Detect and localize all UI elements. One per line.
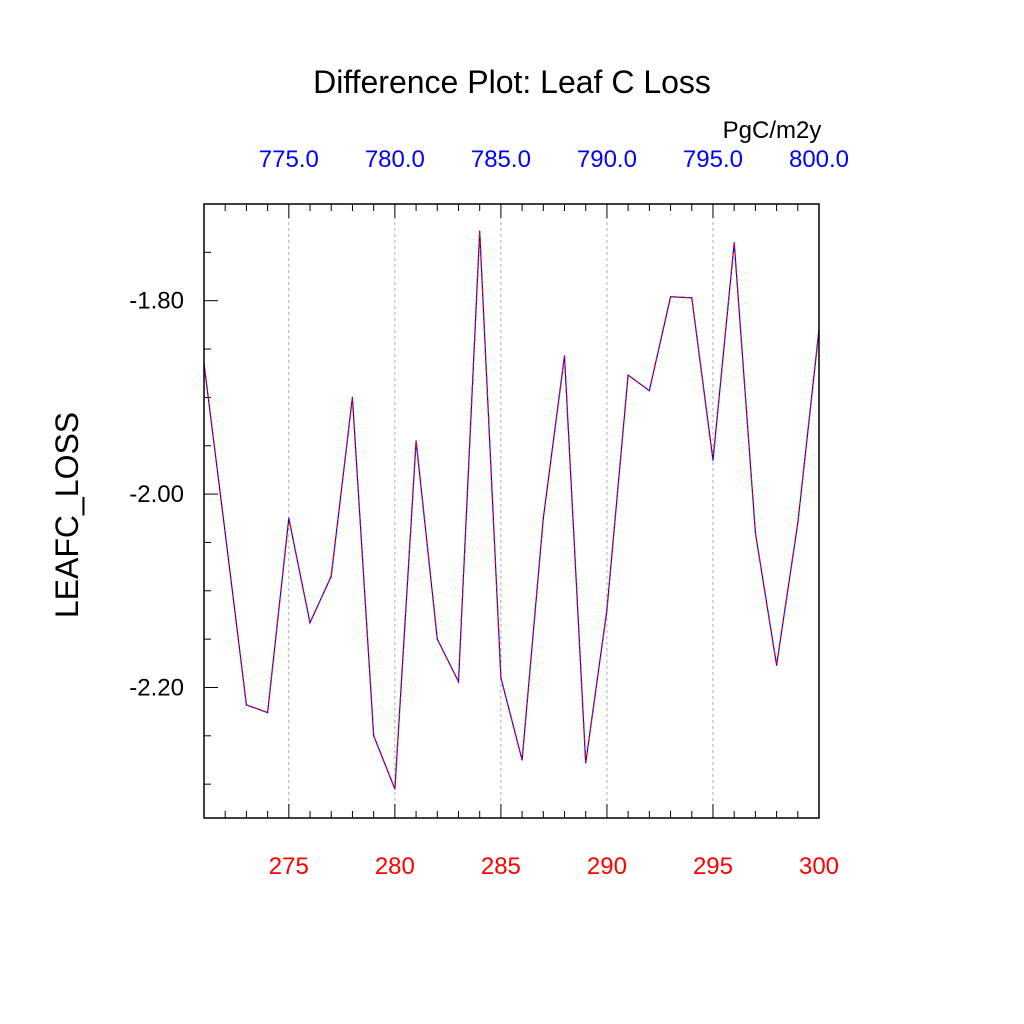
top-tick-label: 795.0 (683, 146, 743, 173)
data-point (394, 788, 396, 790)
data-point (373, 735, 375, 737)
top-tick-label: 785.0 (471, 146, 531, 173)
bottom-tick-label: 300 (799, 853, 839, 880)
y-tick-label: -2.00 (129, 481, 184, 508)
data-point (351, 396, 354, 398)
bottom-tick-label: 285 (481, 853, 521, 880)
data-point (606, 609, 608, 611)
data-point (627, 374, 629, 376)
y-axis-label: LEAFC_LOSS (49, 412, 85, 618)
data-point (712, 459, 714, 461)
data-series (203, 230, 820, 790)
data-point (267, 712, 269, 714)
data-point (669, 296, 672, 298)
axis-ticks (203, 203, 820, 818)
data-point (309, 622, 311, 624)
data-point (754, 532, 756, 534)
data-point (224, 532, 226, 534)
data-point (648, 390, 650, 392)
data-point (479, 230, 481, 232)
data-point (245, 704, 248, 706)
top-tick-label: 790.0 (577, 146, 637, 173)
tick-labels: 275 280 285 290 295 300 775.0 780.0 785.0 790.0 79… (129, 146, 849, 880)
data-point (775, 664, 778, 666)
bottom-tick-label: 275 (269, 853, 309, 880)
data-point (585, 762, 587, 764)
series-line (203, 231, 820, 790)
bottom-tick-label: 290 (587, 853, 627, 880)
data-point (500, 677, 502, 679)
chart-title: Difference Plot: Leaf C Loss (313, 64, 711, 100)
series-line-dashed (203, 231, 820, 790)
bottom-tick-label: 295 (693, 853, 733, 880)
data-point (733, 242, 735, 244)
data-point (415, 440, 417, 442)
data-point (436, 638, 438, 640)
data-point (797, 522, 799, 524)
data-point (563, 355, 566, 357)
bottom-tick-label: 280 (375, 853, 415, 880)
data-point (330, 575, 332, 577)
data-point (521, 759, 523, 761)
top-tick-label: 800.0 (789, 146, 849, 173)
units-label: PgC/m2y (723, 117, 822, 144)
top-tick-label: 780.0 (365, 146, 425, 173)
data-point (542, 517, 544, 519)
grid-lines (288, 204, 714, 818)
plot-frame (203, 203, 820, 819)
y-tick-label: -2.20 (129, 674, 184, 701)
top-tick-label: 775.0 (259, 146, 319, 173)
data-point (691, 297, 693, 299)
data-point (288, 517, 290, 519)
y-tick-label: -1.80 (129, 288, 184, 315)
data-point (457, 681, 460, 683)
